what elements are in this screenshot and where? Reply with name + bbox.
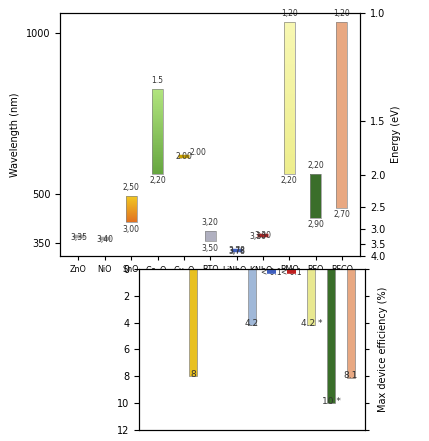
- Bar: [310, 174, 321, 218]
- Text: 2,20: 2,20: [307, 161, 324, 170]
- Text: 3,35: 3,35: [70, 233, 87, 242]
- Text: 3,78: 3,78: [228, 247, 245, 256]
- Text: 8: 8: [190, 370, 196, 379]
- Bar: [347, 269, 355, 377]
- Text: 3,78: 3,78: [228, 246, 245, 255]
- Text: 2,50: 2,50: [123, 183, 139, 192]
- Bar: [205, 231, 216, 242]
- Text: 8.1: 8.1: [344, 371, 358, 380]
- Text: 3,30: 3,30: [254, 232, 272, 240]
- Text: 2,20: 2,20: [281, 176, 298, 185]
- Bar: [327, 269, 335, 403]
- Text: 3,30: 3,30: [249, 232, 266, 241]
- Text: < 0.1: < 0.1: [281, 268, 302, 277]
- Y-axis label: Wavelength (nm): Wavelength (nm): [10, 92, 20, 177]
- Text: 2.00: 2.00: [190, 148, 207, 157]
- Text: 2,90: 2,90: [307, 220, 324, 229]
- Text: 2,70: 2,70: [333, 210, 350, 219]
- Bar: [310, 174, 321, 218]
- Bar: [205, 231, 216, 242]
- Bar: [248, 269, 256, 325]
- Text: 2,20: 2,20: [149, 176, 166, 185]
- Text: 2.00: 2.00: [175, 152, 192, 161]
- Y-axis label: Energy (eV): Energy (eV): [391, 106, 401, 163]
- Text: 3,20: 3,20: [202, 218, 219, 227]
- Text: 1,20: 1,20: [333, 9, 350, 18]
- Bar: [152, 89, 163, 174]
- Y-axis label: Max device efficiency (%): Max device efficiency (%): [378, 287, 388, 412]
- Bar: [189, 269, 197, 376]
- Text: 3,50: 3,50: [202, 244, 219, 253]
- Text: < 0.1: < 0.1: [262, 268, 282, 277]
- Bar: [307, 269, 315, 325]
- Text: 1.5: 1.5: [151, 76, 163, 85]
- Bar: [284, 22, 295, 174]
- Bar: [126, 196, 137, 222]
- Text: 4.2 *: 4.2 *: [301, 319, 322, 328]
- Text: 3,40: 3,40: [97, 235, 113, 244]
- Text: 1,20: 1,20: [281, 9, 298, 18]
- Text: 10 *: 10 *: [322, 397, 341, 406]
- Text: 3,00: 3,00: [123, 225, 140, 234]
- Text: 4.2: 4.2: [245, 319, 259, 328]
- Bar: [336, 22, 347, 208]
- Bar: [336, 22, 347, 208]
